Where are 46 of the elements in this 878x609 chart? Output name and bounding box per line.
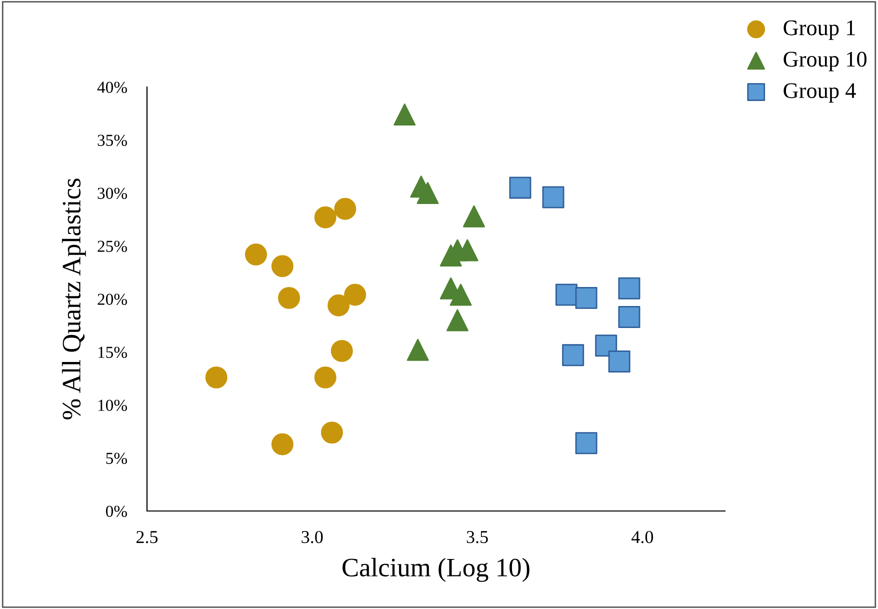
point (555, 284, 578, 306)
legend-label: Group 1 (784, 20, 855, 40)
point (205, 366, 228, 388)
x-tick-label: 3.5 (466, 531, 488, 544)
point (509, 176, 532, 199)
y-tick-label: 35% (98, 134, 127, 146)
point (450, 284, 472, 306)
x-axis-title: Calcium (Log 10) (342, 558, 530, 582)
point (330, 340, 353, 362)
x-tick-label: 3.0 (302, 530, 323, 544)
y-tick-label: 0% (106, 506, 127, 517)
x-tick-label: 2.5 (136, 531, 158, 544)
x-tick-label: 4.0 (631, 530, 654, 544)
point (575, 286, 598, 309)
y-axis-title: % All Quartz Aplastics (62, 178, 86, 420)
point (394, 104, 416, 126)
point (344, 284, 366, 306)
point (542, 186, 564, 208)
point (618, 277, 640, 300)
point (278, 286, 300, 309)
point (562, 344, 584, 366)
point (406, 338, 429, 361)
point (416, 182, 439, 204)
point (462, 205, 485, 228)
y-tick-label: 10% (98, 400, 127, 411)
legend-label: Group 4 (784, 83, 856, 103)
point (334, 198, 356, 220)
point (271, 255, 294, 278)
y-tick-label: 25% (98, 240, 127, 252)
point (328, 294, 350, 316)
point (245, 243, 267, 266)
legend-label: Group 10 (784, 52, 866, 72)
point (575, 432, 598, 454)
y-tick-label: 20% (98, 294, 127, 305)
y-tick-label: 15% (98, 346, 127, 358)
point (440, 244, 462, 267)
point (271, 433, 294, 456)
point (314, 206, 336, 228)
y-tick-label: 40% (97, 82, 127, 93)
point (618, 306, 640, 328)
point (446, 309, 468, 332)
point (314, 366, 336, 388)
y-tick-label: 30% (98, 188, 127, 199)
point (320, 422, 343, 444)
y-tick-label: 5% (106, 452, 127, 464)
point (608, 350, 630, 373)
